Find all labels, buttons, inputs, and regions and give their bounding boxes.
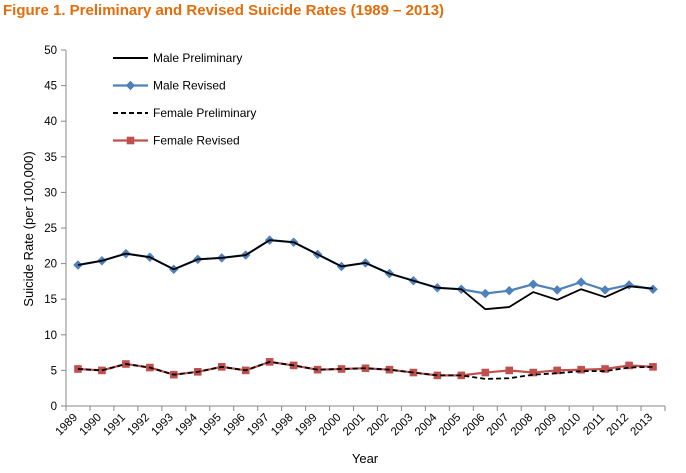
data-point (553, 366, 561, 375)
data-point (625, 361, 633, 370)
legend-item-male-revised: Male Revised (113, 79, 226, 93)
y-tick-label: 25 (44, 223, 57, 235)
x-tick-label: 1999 (293, 412, 320, 439)
legend: Male Preliminary Male Revised Female Preli… (113, 51, 256, 148)
x-tick-label: 2005 (437, 412, 464, 439)
y-tick-label: 35 (44, 152, 57, 164)
data-point (601, 365, 609, 373)
data-point (529, 368, 538, 377)
x-tick-label: 1992 (125, 412, 152, 439)
y-tick-label: 30 (44, 187, 57, 199)
legend-item-female-revised: Female Revised (113, 134, 240, 148)
data-point (481, 368, 490, 377)
x-tick-label: 1994 (173, 411, 200, 438)
legend-marker (125, 80, 136, 91)
y-tick-label: 0 (51, 401, 57, 413)
data-point (648, 284, 658, 295)
data-point (73, 260, 83, 270)
y-tick-label: 5 (51, 365, 57, 377)
legend-label: Male Revised (153, 79, 226, 93)
x-tick-label: 2001 (341, 412, 368, 439)
x-tick-label: 1993 (149, 412, 176, 439)
x-tick-label: 2007 (485, 412, 512, 439)
chart-title: Figure 1. Preliminary and Revised Suicid… (3, 2, 445, 19)
data-point (433, 371, 442, 380)
x-tick-label: 1997 (245, 412, 272, 439)
legend-label: Male Preliminary (153, 51, 242, 65)
x-tick-label: 2000 (317, 412, 344, 439)
x-tick-label: 2010 (557, 412, 584, 439)
x-tick-label: 1995 (197, 412, 224, 439)
data-point (649, 363, 657, 371)
x-tick-label: 2008 (509, 412, 536, 439)
x-tick-label: 1991 (101, 412, 128, 439)
legend-label: Female Preliminary (153, 106, 256, 120)
data-point (552, 285, 563, 295)
legend-item-female-preliminary: Female Preliminary (113, 106, 256, 120)
y-tick-label: 10 (44, 330, 57, 342)
x-tick-label: 2006 (461, 412, 488, 439)
series-layer (73, 235, 658, 380)
data-point (577, 365, 585, 374)
x-tick-label: 1998 (269, 412, 296, 439)
x-tick-label: 2012 (605, 412, 632, 439)
series-female-preliminary (77, 360, 654, 380)
data-point (504, 285, 515, 296)
series-male-revised (73, 235, 658, 299)
series-line-female-preliminary (77, 360, 654, 380)
x-tick-label: 2004 (413, 411, 440, 438)
x-tick-label: 1990 (77, 412, 104, 439)
y-tick-label: 40 (44, 116, 57, 128)
data-point (457, 371, 466, 380)
data-point (600, 285, 610, 295)
axes: 0 5 10 15 20 25 30 35 40 45 50 19891990199119921993… (44, 45, 666, 439)
x-tick-label: 2009 (533, 412, 560, 439)
y-tick-label: 15 (44, 294, 57, 306)
data-point (480, 288, 491, 299)
x-tick-label: 1989 (54, 412, 81, 439)
data-point (576, 277, 586, 287)
x-tick-label: 2011 (581, 412, 607, 438)
series-line-male-preliminary (77, 239, 654, 311)
y-tick-label: 50 (44, 45, 57, 57)
data-point (74, 365, 82, 373)
x-axis-title: Year (352, 451, 379, 466)
data-point (528, 279, 539, 290)
legend-label: Female Revised (153, 134, 240, 148)
x-tick-label: 2002 (365, 412, 392, 439)
x-tick-label: 1996 (221, 412, 248, 439)
legend-marker (126, 136, 135, 145)
series-male-preliminary (77, 239, 654, 311)
y-tick-label: 20 (44, 259, 57, 271)
x-tick-label: 2003 (389, 412, 416, 439)
data-point (505, 366, 514, 375)
x-tick-label: 2013 (629, 412, 656, 439)
legend-item-male-preliminary: Male Preliminary (113, 51, 242, 65)
y-axis-title: Suicide Rate (per 100,000) (21, 151, 36, 306)
y-tick-label: 45 (44, 81, 57, 93)
